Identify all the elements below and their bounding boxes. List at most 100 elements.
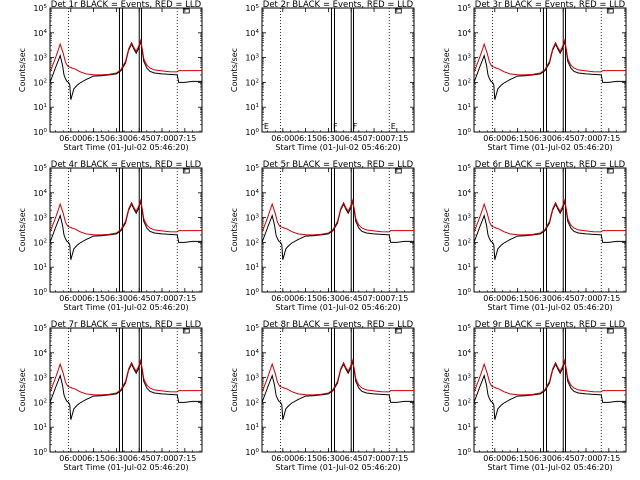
- y-tick-label: 102: [33, 238, 47, 247]
- plot-frame: [473, 7, 627, 133]
- panel-8: Det 8r BLACK = Events, RED = LLD 100 101 10…: [230, 320, 415, 472]
- y-tick-label: 103: [457, 214, 471, 223]
- x-tick-label: 07:15: [385, 294, 408, 303]
- x-tick-label: 06:00: [483, 294, 506, 303]
- y-tick-label: 101: [245, 423, 259, 432]
- x-tick-label: 06:00: [271, 294, 294, 303]
- y-tick-label: 103: [457, 54, 471, 63]
- x-tick-label: 06:45: [552, 294, 575, 303]
- x-tick-label: 06:30: [317, 454, 340, 463]
- panel-title: Det 5r BLACK = Events, RED = LLD: [263, 160, 414, 170]
- x-tick-label: 07:00: [150, 294, 173, 303]
- x-tick-label: 06:45: [340, 294, 363, 303]
- x-tick-label: 06:15: [506, 294, 529, 303]
- y-axis-label: Counts/sec: [230, 48, 239, 92]
- y-tick-label: 103: [245, 214, 259, 223]
- plot-frame: [49, 327, 203, 453]
- y-tick-label: 105: [245, 4, 259, 13]
- series-lld: [50, 38, 202, 76]
- x-tick-label: 06:15: [82, 134, 105, 143]
- panel-title: Det 3r BLACK = Events, RED = LLD: [475, 0, 626, 10]
- x-tick-label: 06:30: [529, 294, 552, 303]
- x-tick-label: 06:30: [105, 134, 128, 143]
- y-tick-label: 105: [33, 164, 47, 173]
- plot-frame: [261, 167, 415, 293]
- series-lld: [50, 358, 202, 396]
- top-box-marker: [182, 8, 190, 14]
- y-tick-label: 100: [245, 288, 259, 297]
- x-tick-label: 06:30: [105, 294, 128, 303]
- panel-9: Det 9r BLACK = Events, RED = LLD 100 101 10…: [442, 320, 627, 472]
- plot-frame: [473, 327, 627, 453]
- series-events: [262, 361, 414, 420]
- y-tick-label: 102: [245, 78, 259, 87]
- y-tick-label: 102: [245, 238, 259, 247]
- y-tick-label: 100: [33, 288, 47, 297]
- x-tick-label: 06:30: [529, 134, 552, 143]
- x-tick-label: 07:15: [385, 454, 408, 463]
- y-tick-label: 104: [457, 349, 471, 358]
- series-events: [50, 41, 202, 100]
- x-tick-label: 06:30: [105, 454, 128, 463]
- y-tick-label: 104: [33, 189, 47, 198]
- x-tick-label: 06:00: [271, 134, 294, 143]
- series-lld: [474, 198, 626, 236]
- x-axis-label: Start Time (01-Jul-02 05:46:20): [63, 463, 188, 472]
- y-tick-label: 101: [457, 423, 471, 432]
- series-lld: [474, 358, 626, 396]
- y-tick-label: 102: [457, 398, 471, 407]
- top-box-marker: [182, 328, 190, 334]
- x-tick-label: 06:45: [128, 294, 151, 303]
- y-tick-label: 104: [457, 29, 471, 38]
- flag-marker: E: [264, 122, 269, 131]
- x-axis-label: Start Time (01-Jul-02 05:46:20): [63, 143, 188, 152]
- panel-title: Det 7r BLACK = Events, RED = LLD: [51, 320, 202, 330]
- y-tick-label: 100: [33, 128, 47, 137]
- x-tick-label: 07:00: [574, 454, 597, 463]
- series-events: [50, 201, 202, 260]
- x-tick-label: 06:15: [294, 134, 317, 143]
- panel-title: Det 8r BLACK = Events, RED = LLD: [263, 320, 414, 330]
- x-tick-label: 06:30: [317, 294, 340, 303]
- series-lld: [474, 38, 626, 76]
- panel-title: Det 2r BLACK = Events, RED = LLD: [263, 0, 414, 10]
- y-tick-label: 103: [457, 374, 471, 383]
- y-axis-label: Counts/sec: [18, 368, 27, 412]
- x-tick-label: 06:45: [340, 454, 363, 463]
- y-tick-label: 103: [245, 54, 259, 63]
- x-tick-label: 06:45: [340, 134, 363, 143]
- x-tick-label: 06:00: [59, 454, 82, 463]
- panel-1: Det 1r BLACK = Events, RED = LLD 100 101 10…: [18, 0, 203, 152]
- y-tick-label: 101: [33, 423, 47, 432]
- y-axis-label: Counts/sec: [18, 208, 27, 252]
- panel-3: Det 3r BLACK = Events, RED = LLD 100 101 10…: [442, 0, 627, 152]
- y-tick-label: 102: [457, 78, 471, 87]
- y-tick-label: 105: [457, 164, 471, 173]
- x-tick-label: 07:00: [150, 134, 173, 143]
- plot-frame: [49, 7, 203, 133]
- panel-title: Det 6r BLACK = Events, RED = LLD: [475, 160, 626, 170]
- y-tick-label: 105: [33, 324, 47, 333]
- x-tick-label: 06:45: [552, 454, 575, 463]
- x-tick-label: 07:15: [597, 294, 620, 303]
- x-tick-label: 07:00: [150, 454, 173, 463]
- y-tick-label: 105: [245, 324, 259, 333]
- y-tick-label: 100: [457, 128, 471, 137]
- x-tick-label: 07:15: [597, 454, 620, 463]
- y-tick-label: 105: [457, 4, 471, 13]
- y-tick-label: 101: [457, 263, 471, 272]
- x-tick-label: 06:15: [294, 294, 317, 303]
- x-axis-label: Start Time (01-Jul-02 05:46:20): [487, 463, 612, 472]
- x-tick-label: 07:00: [574, 294, 597, 303]
- x-tick-label: 06:15: [506, 134, 529, 143]
- top-box-marker: [394, 8, 402, 14]
- x-tick-label: 07:00: [362, 454, 385, 463]
- flag-marker: F: [353, 122, 358, 131]
- x-tick-label: 07:15: [385, 134, 408, 143]
- x-axis-label: Start Time (01-Jul-02 05:46:20): [63, 303, 188, 312]
- x-tick-label: 06:00: [59, 294, 82, 303]
- panel-4: Det 4r BLACK = Events, RED = LLD 100 101 10…: [18, 160, 203, 312]
- plot-frame: [261, 7, 415, 133]
- top-box-marker: [394, 168, 402, 174]
